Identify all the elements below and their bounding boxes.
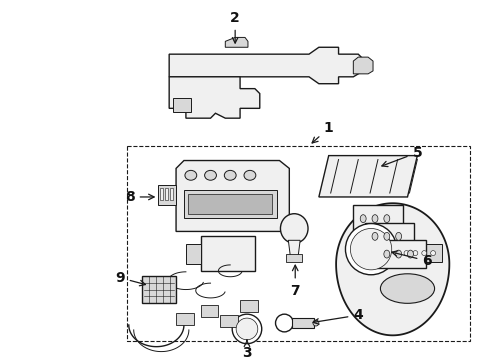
Ellipse shape xyxy=(384,250,390,258)
Bar xyxy=(184,190,277,218)
Ellipse shape xyxy=(396,233,402,240)
Text: 9: 9 xyxy=(115,271,146,286)
Text: 5: 5 xyxy=(382,146,422,167)
Bar xyxy=(176,313,194,325)
Bar xyxy=(292,318,314,328)
Text: 6: 6 xyxy=(392,251,432,268)
Bar xyxy=(186,244,201,264)
Polygon shape xyxy=(169,47,363,84)
Ellipse shape xyxy=(236,318,258,340)
Bar xyxy=(201,237,255,271)
Bar xyxy=(220,315,238,327)
Bar xyxy=(401,244,442,262)
Ellipse shape xyxy=(431,251,436,256)
Ellipse shape xyxy=(350,229,392,270)
Bar xyxy=(158,185,176,205)
Text: 8: 8 xyxy=(125,190,154,204)
Bar xyxy=(240,300,258,312)
Bar xyxy=(188,194,271,214)
Polygon shape xyxy=(336,203,449,335)
Ellipse shape xyxy=(360,215,366,222)
Polygon shape xyxy=(288,240,300,256)
Polygon shape xyxy=(319,156,417,197)
Bar xyxy=(165,188,168,200)
Ellipse shape xyxy=(372,215,378,222)
Ellipse shape xyxy=(372,233,378,240)
Ellipse shape xyxy=(404,251,409,256)
Text: 3: 3 xyxy=(242,340,252,360)
Ellipse shape xyxy=(345,224,397,275)
Polygon shape xyxy=(225,37,248,47)
Ellipse shape xyxy=(280,214,308,243)
Ellipse shape xyxy=(422,251,427,256)
Ellipse shape xyxy=(205,170,217,180)
Bar xyxy=(353,205,403,233)
Bar xyxy=(286,254,302,262)
Bar xyxy=(170,188,173,200)
Ellipse shape xyxy=(384,215,390,222)
Bar xyxy=(127,146,469,341)
Text: 7: 7 xyxy=(291,265,300,297)
Ellipse shape xyxy=(244,170,256,180)
Ellipse shape xyxy=(313,320,319,326)
Ellipse shape xyxy=(224,170,236,180)
Ellipse shape xyxy=(380,274,435,303)
Text: 2: 2 xyxy=(230,11,240,43)
Ellipse shape xyxy=(396,250,402,258)
Bar xyxy=(160,188,163,200)
Bar xyxy=(377,240,426,268)
Text: 1: 1 xyxy=(312,121,334,143)
Ellipse shape xyxy=(408,250,414,258)
Ellipse shape xyxy=(413,251,418,256)
Text: 4: 4 xyxy=(313,308,363,324)
Ellipse shape xyxy=(384,233,390,240)
Ellipse shape xyxy=(275,314,293,332)
Bar xyxy=(173,99,191,112)
Polygon shape xyxy=(353,57,373,74)
Bar xyxy=(142,276,176,303)
Bar xyxy=(365,222,415,250)
Ellipse shape xyxy=(232,314,262,344)
Ellipse shape xyxy=(185,170,197,180)
Polygon shape xyxy=(169,77,260,118)
Polygon shape xyxy=(176,161,289,231)
Bar xyxy=(201,305,219,317)
